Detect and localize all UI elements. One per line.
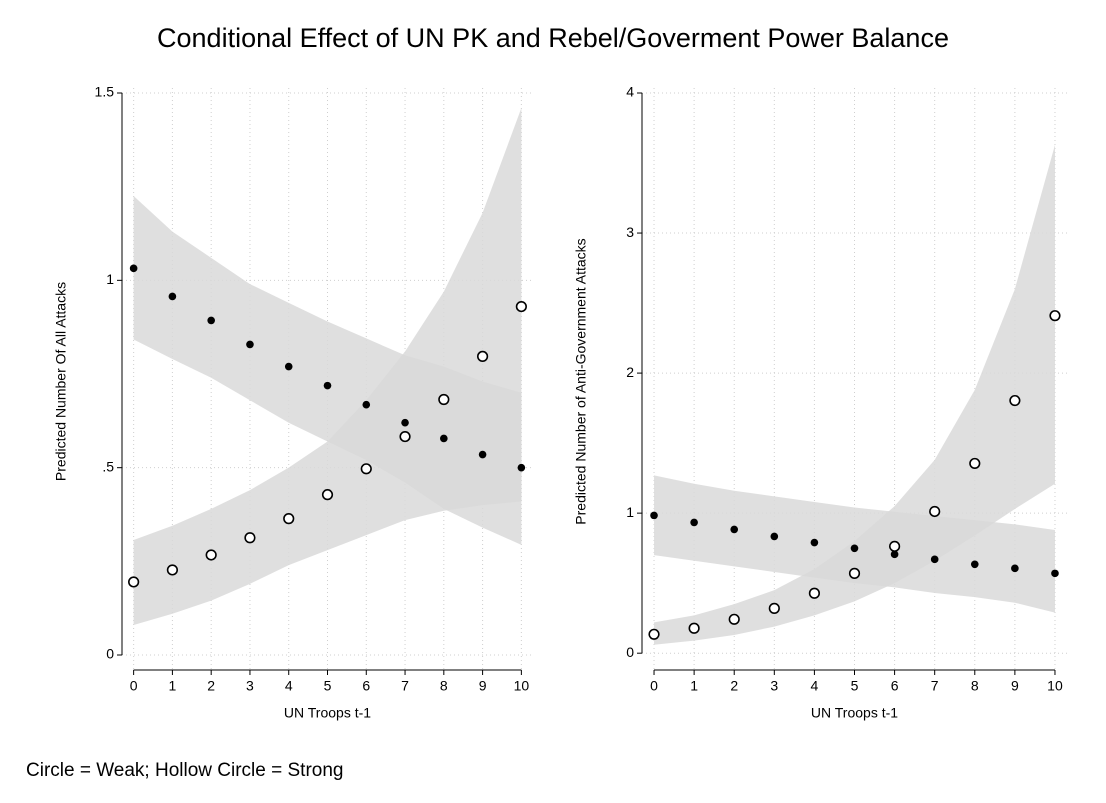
data-point [770, 532, 779, 541]
x-tick-label: 2 [730, 678, 738, 694]
data-point [690, 518, 698, 527]
x-tick-label: 7 [931, 678, 939, 694]
x-tick-label: 4 [811, 678, 819, 694]
data-point [478, 450, 487, 459]
confidence-band [133, 107, 522, 626]
x-tick-label: 4 [285, 678, 293, 694]
data-point [168, 292, 177, 301]
data-point [728, 613, 740, 625]
x-tick-label: 10 [1047, 678, 1063, 694]
data-point [1049, 310, 1061, 322]
data-point [515, 300, 527, 313]
data-point [476, 350, 489, 362]
data-point [688, 622, 700, 634]
data-point [207, 316, 215, 325]
data-point [205, 549, 217, 561]
data-point [970, 560, 979, 569]
data-point [401, 418, 409, 427]
data-point [244, 532, 256, 544]
chart-title: Conditional Effect of UN PK and Rebel/Go… [157, 23, 949, 53]
data-point [768, 602, 780, 614]
x-tick-label: 6 [362, 678, 370, 694]
x-tick-label: 8 [440, 678, 448, 694]
y-tick-label: 0 [626, 644, 634, 660]
y-tick-label: 1.5 [95, 84, 115, 100]
data-point [438, 393, 450, 406]
x-tick-label: 3 [246, 678, 254, 694]
data-point [808, 587, 821, 599]
y-tick-label: 3 [626, 224, 634, 240]
data-point [929, 505, 941, 518]
data-point [362, 400, 371, 409]
data-point [888, 540, 901, 552]
x-tick-label: 1 [690, 678, 698, 694]
y-tick-label: 1 [106, 271, 114, 287]
y-tick-label: 0 [106, 646, 114, 662]
x-tick-label: 0 [650, 678, 658, 694]
y-axis-title: Predicted Number of Anti-Government Atta… [573, 238, 589, 524]
x-tick-label: 3 [770, 678, 778, 694]
data-point [517, 463, 526, 472]
data-point [399, 430, 411, 443]
data-point [321, 489, 334, 501]
x-tick-label: 2 [207, 678, 215, 694]
data-point [730, 525, 739, 534]
x-tick-label: 1 [169, 678, 177, 694]
data-point [890, 550, 899, 559]
data-point [283, 513, 295, 525]
data-point [284, 362, 293, 371]
x-tick-label: 9 [1011, 678, 1019, 694]
data-point [323, 381, 332, 390]
data-point [969, 457, 981, 470]
data-point [440, 434, 448, 443]
data-point [246, 340, 254, 349]
x-axis-title: UN Troops t-1 [811, 705, 898, 721]
x-tick-label: 8 [971, 678, 979, 694]
x-tick-label: 6 [891, 678, 899, 694]
x-tick-label: 5 [851, 678, 859, 694]
x-tick-label: 5 [324, 678, 332, 694]
data-point [650, 511, 658, 520]
x-axis-title: UN Troops t-1 [284, 705, 371, 721]
y-axis-title: Predicted Number Of All Attacks [53, 282, 69, 481]
data-point [848, 567, 861, 579]
y-tick-label: 4 [626, 84, 634, 100]
y-tick-label: 1 [626, 504, 634, 520]
data-point [360, 463, 372, 475]
data-point [128, 576, 140, 588]
x-tick-label: 7 [401, 678, 409, 694]
note: Circle = Weak; Hollow Circle = Strong [26, 760, 343, 781]
confidence-band [654, 144, 1055, 645]
y-tick-label: 2 [626, 364, 634, 380]
data-point [1009, 394, 1021, 407]
data-point [129, 264, 138, 273]
data-point [930, 555, 939, 564]
data-point [1051, 569, 1059, 578]
data-point [810, 538, 819, 547]
y-tick-label: .5 [102, 458, 114, 474]
x-tick-label: 0 [130, 678, 138, 694]
x-tick-label: 10 [514, 678, 530, 694]
x-tick-label: 9 [479, 678, 487, 694]
data-point [850, 544, 859, 553]
data-point [648, 628, 660, 640]
data-point [166, 564, 179, 576]
data-point [1011, 564, 1019, 573]
